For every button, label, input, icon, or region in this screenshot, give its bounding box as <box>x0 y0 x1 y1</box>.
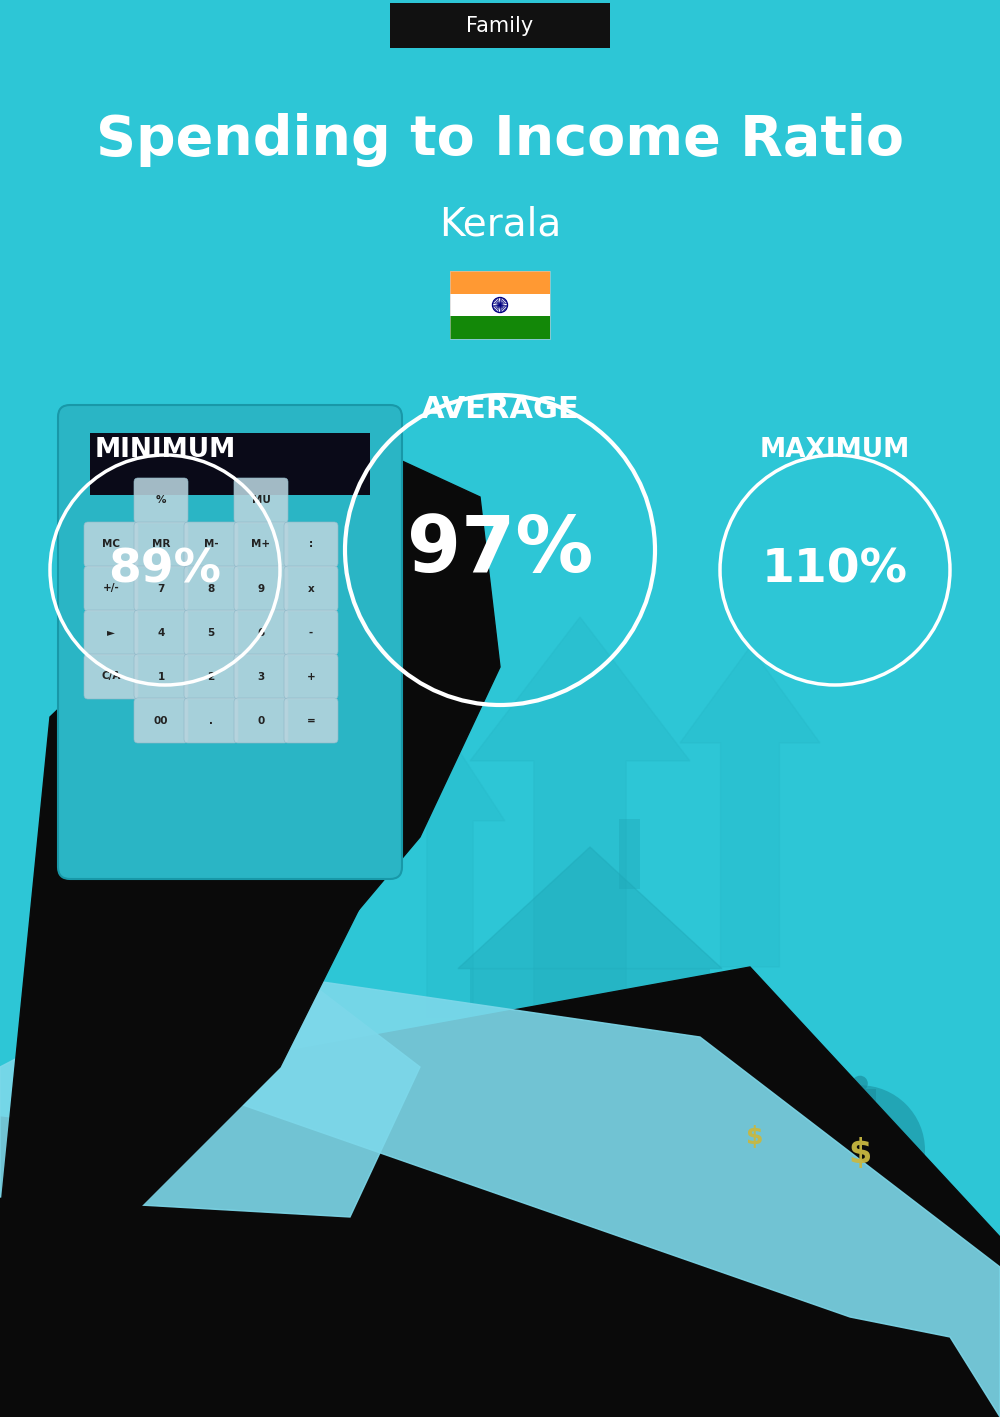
FancyBboxPatch shape <box>390 3 610 48</box>
FancyBboxPatch shape <box>234 699 288 743</box>
FancyBboxPatch shape <box>134 655 188 699</box>
Text: +/-: +/- <box>103 584 119 594</box>
FancyBboxPatch shape <box>134 699 188 743</box>
FancyBboxPatch shape <box>670 1139 790 1149</box>
FancyBboxPatch shape <box>568 1084 612 1168</box>
FancyBboxPatch shape <box>670 1129 790 1141</box>
Text: MU: MU <box>252 496 270 506</box>
Polygon shape <box>470 616 690 1097</box>
Polygon shape <box>680 648 820 966</box>
Text: MAXIMUM: MAXIMUM <box>760 436 910 463</box>
Polygon shape <box>0 436 500 1217</box>
FancyBboxPatch shape <box>619 819 640 890</box>
FancyBboxPatch shape <box>134 478 188 523</box>
Polygon shape <box>395 737 505 1017</box>
Text: :: : <box>309 540 313 550</box>
Circle shape <box>749 1078 761 1090</box>
FancyBboxPatch shape <box>184 565 238 611</box>
Text: 0: 0 <box>257 716 265 726</box>
FancyBboxPatch shape <box>670 1158 790 1168</box>
FancyBboxPatch shape <box>450 271 550 293</box>
FancyBboxPatch shape <box>284 565 338 611</box>
FancyBboxPatch shape <box>670 1102 790 1112</box>
Text: $: $ <box>848 1136 872 1170</box>
Text: 8: 8 <box>207 584 215 594</box>
FancyBboxPatch shape <box>743 1088 767 1105</box>
FancyBboxPatch shape <box>134 521 188 567</box>
Text: 89%: 89% <box>108 547 222 592</box>
FancyBboxPatch shape <box>84 565 138 611</box>
FancyBboxPatch shape <box>58 405 402 879</box>
Polygon shape <box>458 847 722 969</box>
FancyBboxPatch shape <box>450 316 550 339</box>
Text: Kerala: Kerala <box>439 205 561 244</box>
Text: MR: MR <box>152 540 170 550</box>
Text: 6: 6 <box>257 628 265 638</box>
Text: 7: 7 <box>157 584 165 594</box>
Polygon shape <box>0 937 420 1217</box>
FancyBboxPatch shape <box>670 1112 790 1122</box>
FancyBboxPatch shape <box>284 655 338 699</box>
Text: AVERAGE: AVERAGE <box>421 395 579 425</box>
Text: M-: M- <box>204 540 218 550</box>
FancyBboxPatch shape <box>84 655 138 699</box>
FancyBboxPatch shape <box>134 565 188 611</box>
Text: 1: 1 <box>157 672 165 682</box>
Text: Spending to Income Ratio: Spending to Income Ratio <box>96 113 904 167</box>
Polygon shape <box>200 966 1000 1417</box>
Text: +: + <box>307 672 315 682</box>
Text: 4: 4 <box>157 628 165 638</box>
FancyBboxPatch shape <box>90 434 370 495</box>
Text: 9: 9 <box>257 584 265 594</box>
Text: %: % <box>156 496 166 506</box>
FancyBboxPatch shape <box>670 1121 790 1131</box>
FancyBboxPatch shape <box>284 521 338 567</box>
FancyBboxPatch shape <box>234 478 288 523</box>
Circle shape <box>852 1076 868 1091</box>
FancyBboxPatch shape <box>234 521 288 567</box>
FancyBboxPatch shape <box>84 609 138 655</box>
FancyBboxPatch shape <box>234 609 288 655</box>
FancyBboxPatch shape <box>844 1088 876 1111</box>
FancyBboxPatch shape <box>284 699 338 743</box>
FancyBboxPatch shape <box>470 969 710 1168</box>
FancyBboxPatch shape <box>184 699 238 743</box>
Text: 97%: 97% <box>407 512 593 588</box>
FancyBboxPatch shape <box>234 655 288 699</box>
Polygon shape <box>0 616 420 1316</box>
Text: MINIMUM: MINIMUM <box>94 436 236 463</box>
Text: 5: 5 <box>207 628 215 638</box>
Text: 2: 2 <box>207 672 215 682</box>
Text: Family: Family <box>466 16 534 35</box>
Text: 110%: 110% <box>762 547 908 592</box>
Text: M+: M+ <box>251 540 271 550</box>
FancyBboxPatch shape <box>670 1148 790 1158</box>
Circle shape <box>795 1085 925 1216</box>
FancyBboxPatch shape <box>184 609 238 655</box>
Text: 00: 00 <box>154 716 168 726</box>
Text: -: - <box>309 628 313 638</box>
Text: 3: 3 <box>257 672 265 682</box>
Text: x: x <box>308 584 314 594</box>
Polygon shape <box>220 966 1000 1417</box>
FancyBboxPatch shape <box>134 609 188 655</box>
FancyBboxPatch shape <box>234 565 288 611</box>
Text: ►: ► <box>107 628 115 638</box>
FancyBboxPatch shape <box>84 521 138 567</box>
FancyBboxPatch shape <box>184 521 238 567</box>
Polygon shape <box>0 1117 500 1417</box>
Text: MC: MC <box>102 540 120 550</box>
Text: .: . <box>209 716 213 726</box>
Text: =: = <box>307 716 315 726</box>
FancyBboxPatch shape <box>284 609 338 655</box>
Text: C/A: C/A <box>101 672 121 682</box>
Text: $: $ <box>746 1125 764 1149</box>
FancyBboxPatch shape <box>184 655 238 699</box>
FancyBboxPatch shape <box>450 293 550 316</box>
Circle shape <box>707 1087 803 1182</box>
